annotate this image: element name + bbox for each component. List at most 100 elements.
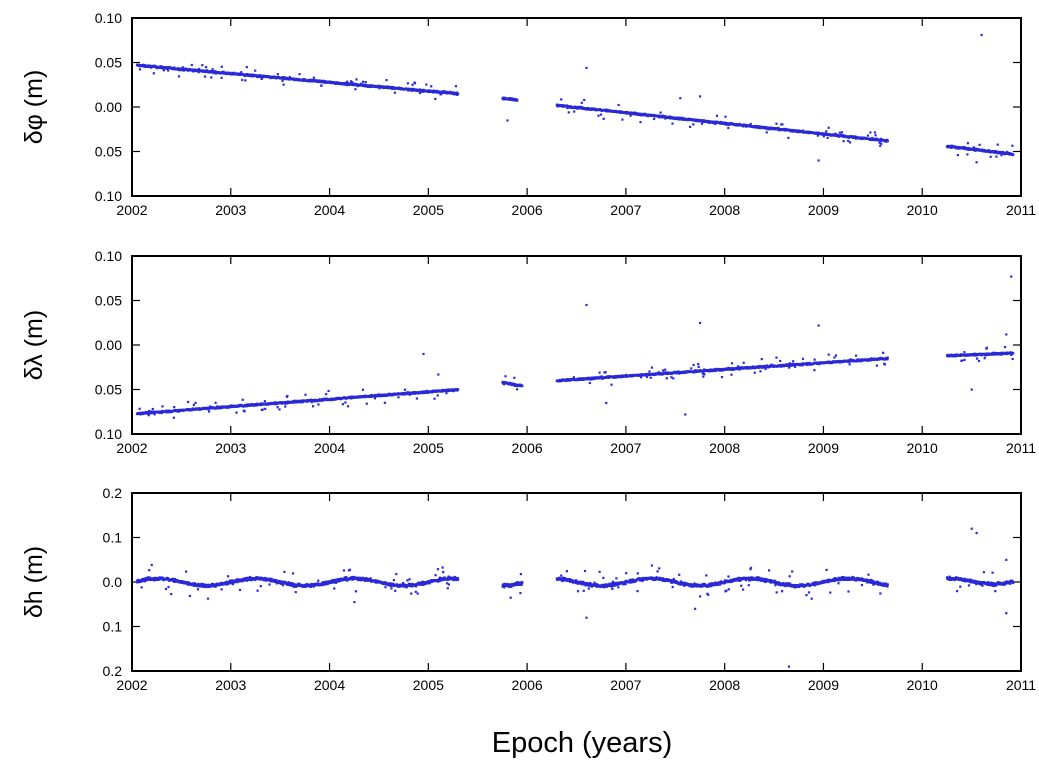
data-point bbox=[220, 76, 223, 79]
x-tick-label: 2009 bbox=[808, 202, 839, 218]
data-point bbox=[617, 103, 620, 107]
y-axis-title: δλ (m) bbox=[20, 310, 48, 380]
data-point bbox=[753, 371, 756, 374]
data-point bbox=[879, 144, 882, 147]
data-point bbox=[664, 368, 667, 371]
x-tick-label: 2007 bbox=[610, 202, 641, 218]
data-point bbox=[284, 405, 287, 408]
data-point bbox=[172, 416, 175, 419]
data-point bbox=[254, 69, 257, 72]
data-point bbox=[276, 73, 279, 76]
data-point bbox=[433, 397, 436, 400]
data-point bbox=[436, 394, 439, 397]
data-point bbox=[692, 363, 695, 367]
data-point bbox=[162, 69, 165, 72]
outlier-point bbox=[679, 97, 682, 100]
data-point bbox=[989, 155, 992, 158]
data-point bbox=[354, 88, 357, 91]
data-point bbox=[573, 110, 576, 113]
data-point bbox=[147, 414, 150, 417]
data-point bbox=[886, 140, 889, 143]
data-point bbox=[513, 376, 516, 379]
data-point bbox=[147, 412, 150, 415]
data-point bbox=[210, 76, 213, 79]
data-point bbox=[361, 80, 365, 83]
x-tick-label: 2004 bbox=[314, 202, 345, 218]
data-point bbox=[418, 91, 421, 95]
y-tick-label: 0.00 bbox=[95, 99, 122, 115]
y-tick-label: 0.10 bbox=[95, 426, 122, 442]
data-point bbox=[801, 357, 805, 360]
data-point bbox=[794, 365, 797, 368]
data-point bbox=[304, 393, 307, 396]
data-point bbox=[312, 405, 315, 408]
data-point bbox=[825, 130, 828, 133]
data-point bbox=[689, 125, 692, 128]
data-point bbox=[671, 122, 674, 125]
data-point bbox=[161, 405, 164, 408]
outlier-point bbox=[585, 66, 588, 69]
data-point bbox=[826, 136, 829, 139]
data-point bbox=[787, 136, 790, 139]
data-point bbox=[192, 403, 195, 406]
data-point bbox=[692, 123, 695, 126]
data-point bbox=[847, 139, 850, 143]
x-tick-label: 2004 bbox=[314, 440, 345, 456]
data-point bbox=[742, 361, 745, 364]
data-point bbox=[690, 367, 693, 370]
data-point bbox=[621, 118, 624, 121]
data-point bbox=[724, 115, 727, 118]
data-point bbox=[775, 356, 778, 359]
data-point bbox=[878, 141, 881, 144]
x-tick-label: 2008 bbox=[709, 202, 740, 218]
data-point bbox=[842, 140, 845, 143]
data-point bbox=[415, 397, 418, 400]
data-point bbox=[714, 122, 717, 125]
x-tick-label: 2010 bbox=[907, 440, 938, 456]
data-point bbox=[260, 77, 263, 80]
data-point bbox=[201, 64, 204, 67]
data-point bbox=[787, 365, 790, 368]
data-point bbox=[516, 388, 519, 391]
x-tick-label: 2003 bbox=[215, 440, 246, 456]
data-point bbox=[1012, 154, 1015, 157]
data-point bbox=[408, 393, 411, 396]
data-point bbox=[288, 76, 291, 79]
data-point bbox=[241, 398, 244, 401]
x-tick-label: 2006 bbox=[512, 440, 543, 456]
y-tick-label: 0.10 bbox=[95, 248, 122, 264]
data-point bbox=[516, 99, 519, 102]
data-point bbox=[639, 121, 642, 124]
data-point bbox=[697, 365, 700, 368]
data-point bbox=[207, 408, 210, 411]
data-point bbox=[351, 81, 354, 84]
data-point bbox=[278, 408, 281, 411]
data-point bbox=[730, 373, 733, 376]
data-point bbox=[325, 393, 328, 396]
data-point bbox=[749, 122, 752, 125]
data-point bbox=[720, 376, 724, 379]
data-point bbox=[364, 81, 367, 84]
data-point bbox=[194, 401, 197, 404]
data-point bbox=[602, 117, 605, 120]
data-point bbox=[1011, 144, 1014, 147]
data-point bbox=[665, 377, 668, 380]
data-point bbox=[880, 142, 883, 145]
outlier-point bbox=[699, 95, 702, 98]
data-point bbox=[167, 69, 170, 72]
data-point bbox=[181, 66, 184, 69]
data-point bbox=[457, 388, 460, 391]
data-point bbox=[198, 67, 201, 71]
data-point bbox=[383, 401, 386, 404]
y-tick-label: 0.00 bbox=[95, 337, 122, 353]
data-point bbox=[701, 372, 704, 375]
data-point bbox=[801, 364, 804, 367]
x-tick-label: 2011 bbox=[1006, 202, 1036, 218]
data-point bbox=[350, 80, 353, 83]
data-point bbox=[827, 126, 830, 129]
data-point bbox=[760, 358, 763, 361]
y-tick-label: 0.10 bbox=[95, 10, 122, 26]
data-point bbox=[649, 376, 652, 379]
data-point bbox=[205, 66, 208, 69]
